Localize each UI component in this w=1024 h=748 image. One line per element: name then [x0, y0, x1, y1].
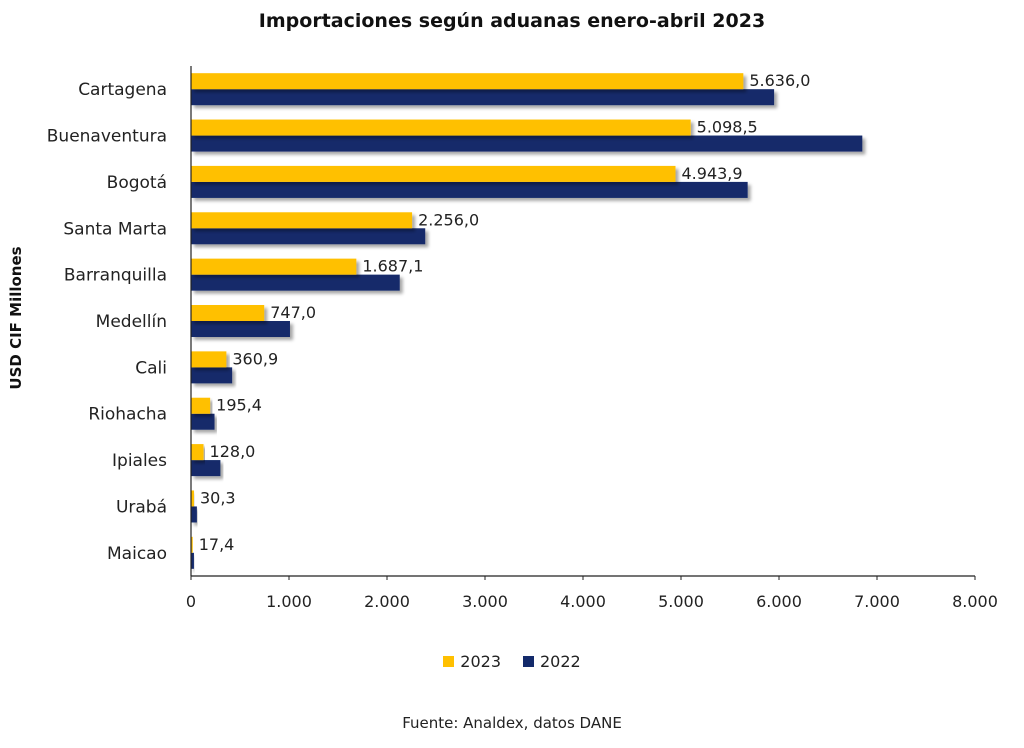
legend-label-2023: 2023 — [460, 652, 501, 671]
bar-2023 — [191, 397, 211, 414]
category-label: Riohacha — [88, 405, 167, 425]
bar-2022 — [191, 228, 426, 245]
bar-2023 — [191, 351, 227, 368]
bar-2022 — [191, 367, 233, 384]
bar-2022 — [191, 135, 863, 152]
category-label: Cali — [135, 358, 167, 378]
bar-chart: Cartagena 5.636,0 Buenaventura 5.098,5 Bogot… — [47, 66, 998, 611]
x-tick-label: 7.000 — [854, 592, 900, 611]
category-label: Cartagena — [78, 80, 167, 100]
legend-swatch-2023 — [443, 656, 455, 667]
legend-item-2023: 2023 — [443, 652, 501, 671]
bar-2022 — [191, 413, 215, 430]
bar-2023 — [191, 165, 676, 182]
x-tick-label: 1.000 — [266, 592, 312, 611]
bar-2023 — [191, 536, 193, 553]
data-label: 1.687,1 — [362, 257, 423, 276]
bar-2022 — [191, 181, 748, 198]
chart-legend: 2023 2022 — [0, 652, 1024, 671]
data-label: 195,4 — [216, 396, 262, 415]
data-label: 2.256,0 — [418, 210, 479, 229]
bar-2023 — [191, 490, 194, 507]
data-label: 5.098,5 — [697, 118, 758, 137]
legend-item-2022: 2022 — [523, 652, 581, 671]
bar-2023 — [191, 119, 691, 136]
data-label: 4.943,9 — [682, 164, 743, 183]
bar-2022 — [191, 506, 197, 523]
bar-2022 — [191, 321, 290, 337]
bar-2022 — [191, 552, 194, 569]
bar-2023 — [191, 444, 204, 461]
category-label: Buenaventura — [47, 127, 167, 147]
x-tick-label: 2.000 — [364, 592, 410, 611]
category-label: Maicao — [107, 544, 167, 564]
data-label: 30,3 — [200, 488, 236, 507]
data-label: 17,4 — [199, 535, 235, 554]
x-tick-label: 3.000 — [462, 592, 508, 611]
data-label: 747,0 — [270, 303, 316, 322]
bar-2023 — [191, 305, 265, 321]
category-label: Barranquilla — [64, 266, 167, 286]
bar-2023 — [191, 73, 744, 90]
data-label: 360,9 — [232, 349, 278, 368]
x-tick-label: 5.000 — [658, 592, 704, 611]
x-tick-label: 0 — [186, 592, 196, 611]
category-label: Santa Marta — [63, 219, 167, 239]
source-note: Fuente: Analdex, datos DANE — [402, 714, 622, 732]
category-label: Urabá — [116, 497, 167, 517]
category-label: Ipiales — [112, 451, 167, 471]
x-tick-label: 4.000 — [560, 592, 606, 611]
bar-2023 — [191, 212, 413, 229]
bar-2022 — [191, 460, 221, 477]
bar-2022 — [191, 274, 400, 291]
bar-2023 — [191, 258, 357, 275]
chart-title: Importaciones según aduanas enero-abril … — [258, 10, 766, 32]
x-tick-label: 8.000 — [952, 592, 998, 611]
legend-label-2022: 2022 — [540, 652, 581, 671]
data-label: 5.636,0 — [749, 71, 810, 90]
bar-2022 — [191, 89, 775, 106]
data-label: 128,0 — [210, 442, 256, 461]
category-label: Bogotá — [107, 173, 167, 193]
legend-swatch-2022 — [523, 656, 534, 667]
category-label: Medellín — [96, 312, 167, 332]
x-tick-label: 6.000 — [756, 592, 802, 611]
